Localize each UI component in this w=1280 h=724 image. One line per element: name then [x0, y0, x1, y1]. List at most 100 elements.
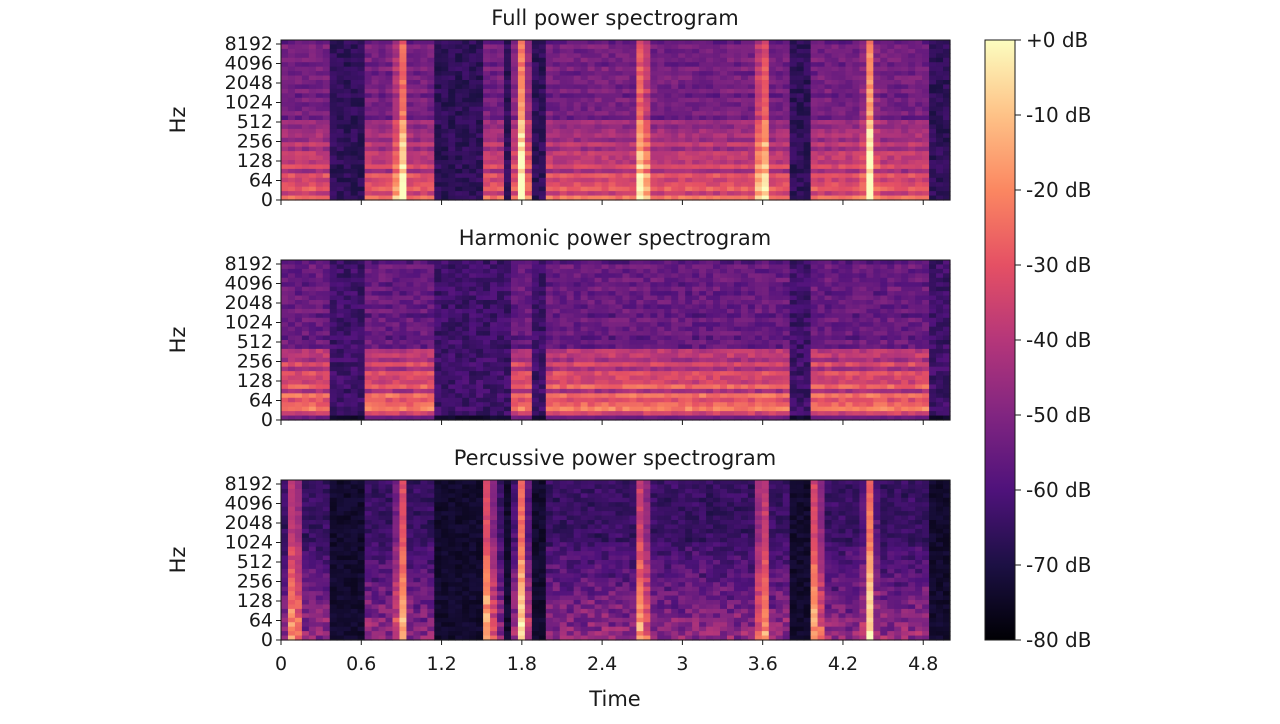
heatmap-cell — [553, 129, 561, 134]
heatmap-cell — [866, 62, 874, 67]
heatmap-cell — [720, 116, 728, 121]
heatmap-cell — [650, 107, 658, 112]
heatmap-cell — [880, 67, 888, 72]
heatmap-cell — [330, 58, 338, 63]
heatmap-cell — [413, 344, 421, 349]
heatmap-cell — [790, 129, 798, 134]
heatmap-cell — [427, 327, 435, 332]
heatmap-cell — [678, 107, 686, 112]
heatmap-cell — [936, 147, 944, 152]
heatmap-cell — [476, 264, 484, 269]
heatmap-cell — [839, 147, 847, 152]
heatmap-cell — [692, 111, 700, 116]
heatmap-cell — [490, 362, 498, 367]
heatmap-cell — [337, 147, 345, 152]
heatmap-cell — [852, 142, 860, 147]
heatmap-cell — [511, 120, 519, 125]
heatmap-cell — [386, 49, 394, 54]
heatmap-cell — [832, 93, 840, 98]
heatmap-cell — [365, 187, 373, 192]
heatmap-cell — [406, 411, 414, 416]
heatmap-cell — [427, 44, 435, 49]
heatmap-cell — [643, 116, 651, 121]
heatmap-cell — [748, 151, 756, 156]
heatmap-cell — [372, 358, 380, 363]
heatmap-cell — [427, 353, 435, 358]
heatmap-cell — [330, 120, 338, 125]
heatmap-cell — [908, 98, 916, 103]
heatmap-cell — [448, 358, 456, 363]
heatmap-cell — [859, 49, 867, 54]
heatmap-cell — [546, 313, 554, 318]
heatmap-cell — [769, 98, 777, 103]
heatmap-cell — [811, 102, 819, 107]
heatmap-cell — [790, 67, 798, 72]
heatmap-cell — [476, 331, 484, 336]
heatmap-cell — [434, 407, 442, 412]
heatmap-cell — [504, 371, 512, 376]
heatmap-cell — [560, 269, 568, 274]
heatmap-cell — [636, 98, 644, 103]
heatmap-cell — [309, 296, 317, 301]
heatmap-cell — [490, 160, 498, 165]
heatmap-cell — [769, 160, 777, 165]
heatmap-cell — [922, 178, 930, 183]
heatmap-cell — [476, 98, 484, 103]
heatmap-cell — [776, 111, 784, 116]
heatmap-cell — [755, 156, 763, 161]
heatmap-cell — [936, 67, 944, 72]
heatmap-cell — [943, 58, 951, 63]
heatmap-cell — [511, 76, 519, 81]
heatmap-cell — [469, 129, 477, 134]
heatmap-cell — [546, 380, 554, 385]
heatmap-cell — [845, 169, 853, 174]
heatmap-cell — [448, 62, 456, 67]
heatmap-cell — [379, 309, 387, 314]
heatmap-cell — [797, 107, 805, 112]
heatmap-cell — [365, 260, 373, 265]
heatmap-cell — [295, 300, 303, 305]
heatmap-cell — [762, 160, 770, 165]
heatmap-cell — [734, 111, 742, 116]
heatmap-cell — [504, 340, 512, 345]
heatmap-cell — [476, 89, 484, 94]
heatmap-cell — [692, 53, 700, 58]
heatmap-cell — [755, 160, 763, 165]
heatmap-cell — [818, 129, 826, 134]
heatmap-cell — [706, 164, 714, 169]
heatmap-cell — [915, 80, 923, 85]
heatmap-cell — [769, 169, 777, 174]
heatmap-cell — [427, 296, 435, 301]
heatmap-cell — [699, 169, 707, 174]
heatmap-cell — [295, 269, 303, 274]
heatmap-cell — [497, 98, 505, 103]
heatmap-cell — [490, 138, 498, 143]
heatmap-cell — [434, 340, 442, 345]
heatmap-cell — [483, 80, 491, 85]
heatmap-cell — [379, 402, 387, 407]
heatmap-cell — [483, 173, 491, 178]
heatmap-cell — [581, 49, 589, 54]
heatmap-cell — [504, 71, 512, 76]
heatmap-cell — [588, 111, 596, 116]
heatmap-cell — [560, 407, 568, 412]
heatmap-cell — [790, 49, 798, 54]
heatmap-cell — [602, 156, 610, 161]
heatmap-cell — [358, 336, 366, 341]
heatmap-cell — [685, 173, 693, 178]
heatmap-cell — [288, 80, 296, 85]
heatmap-cell — [372, 102, 380, 107]
heatmap-cell — [699, 160, 707, 165]
heatmap-cell — [399, 89, 407, 94]
heatmap-cell — [441, 389, 449, 394]
heatmap-cell — [295, 358, 303, 363]
heatmap-cell — [372, 393, 380, 398]
heatmap-cell — [330, 411, 338, 416]
heatmap-cell — [908, 107, 916, 112]
heatmap-cell — [420, 71, 428, 76]
heatmap-cell — [511, 84, 519, 89]
heatmap-cell — [560, 169, 568, 174]
heatmap-cell — [936, 187, 944, 192]
heatmap-cell — [532, 93, 540, 98]
heatmap-cell — [330, 187, 338, 192]
